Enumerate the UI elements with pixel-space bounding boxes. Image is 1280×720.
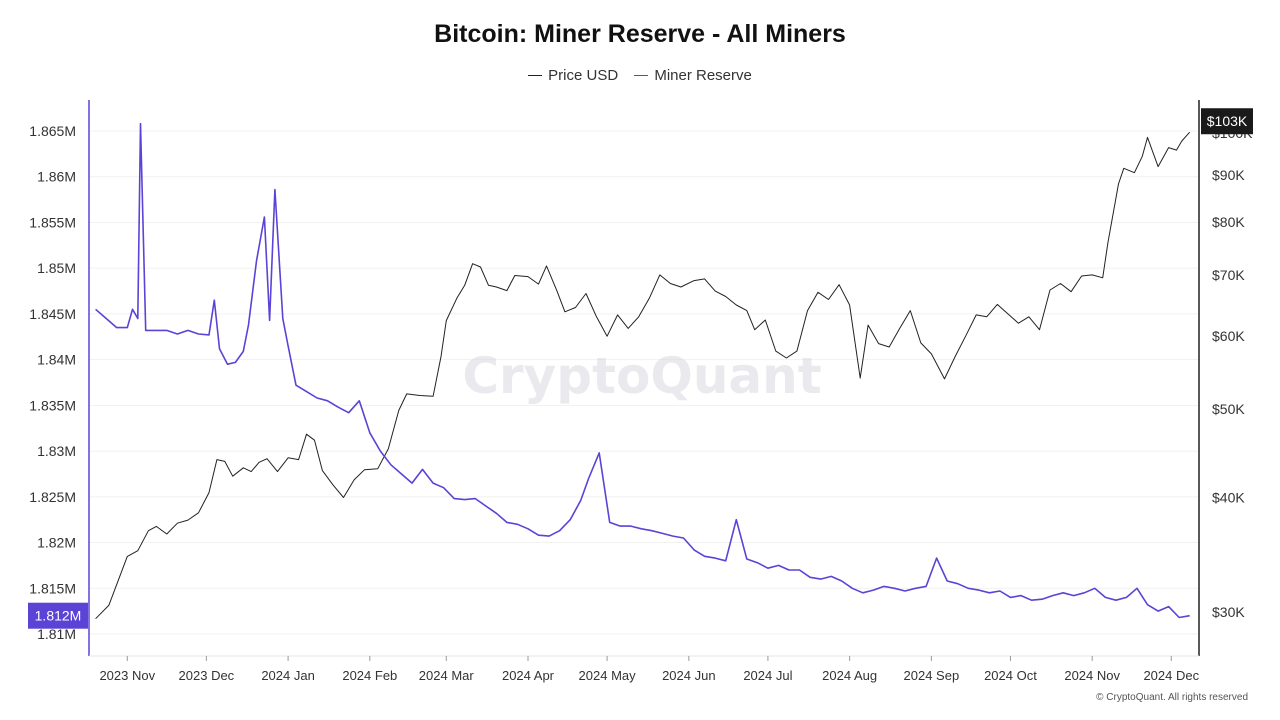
left-tick-label: 1.81M [37, 626, 76, 642]
x-tick-label: 2024 Mar [419, 668, 475, 683]
price-usd-line [95, 131, 1191, 620]
left-y-axis: 1.81M 1.815M 1.82M 1.825M 1.83M 1.835M 1.84M 1.… [29, 100, 90, 656]
left-tick-label: 1.83M [37, 443, 76, 459]
x-tick-label: 2024 Nov [1064, 668, 1120, 683]
left-tick-label: 1.815M [29, 580, 76, 596]
right-tick-label: $30K [1212, 604, 1245, 620]
right-tick-label: $80K [1212, 214, 1245, 230]
x-tick-label: 2023 Nov [99, 668, 155, 683]
left-tick-label: 1.865M [29, 123, 76, 139]
right-y-axis: $30K$40K$50K$60K$70K$80K$90K$100K [1198, 100, 1253, 656]
x-tick-label: 2024 Dec [1143, 668, 1199, 683]
x-tick-label: 2024 Jun [662, 668, 716, 683]
miner-reserve-line [95, 122, 1190, 619]
legend-swatch-miner-reserve [634, 75, 649, 76]
x-tick-label: 2024 Oct [984, 668, 1037, 683]
left-tick-label: 1.835M [29, 397, 76, 413]
left-tick-label: 1.84M [37, 352, 76, 368]
chart-title: Bitcoin: Miner Reserve - All Miners [434, 20, 846, 48]
legend-item-price[interactable]: Price USD [528, 67, 618, 84]
x-tick-label: 2024 Sep [904, 668, 960, 683]
series-lines [95, 122, 1191, 620]
right-tick-label: $60K [1212, 328, 1245, 344]
value-badges: 1.812M $103K [28, 108, 1253, 629]
x-tick-label: 2024 Feb [342, 668, 397, 683]
x-tick-label: 2024 Aug [822, 668, 877, 683]
x-tick-label: 2024 May [579, 668, 637, 683]
left-tick-label: 1.825M [29, 489, 76, 505]
left-tick-label: 1.855M [29, 214, 76, 230]
x-tick-label: 2024 Jul [743, 668, 792, 683]
right-tick-label: $70K [1212, 267, 1245, 283]
legend-label-miner-reserve: Miner Reserve [654, 67, 752, 84]
x-axis: 2023 Nov 2023 Dec 2024 Jan 2024 Feb 2024 Mar… [89, 655, 1200, 683]
miner-reserve-badge-label: 1.812M [35, 608, 82, 624]
x-tick-label: 2024 Jan [261, 668, 315, 683]
left-tick-label: 1.86M [37, 169, 76, 185]
legend-swatch-price [528, 75, 543, 76]
legend-label-price: Price USD [548, 67, 619, 84]
price-badge [1201, 108, 1253, 135]
left-tick-label: 1.82M [37, 535, 76, 551]
miner-reserve-badge [28, 602, 88, 629]
right-tick-label: $90K [1212, 167, 1245, 183]
legend-item-miner-reserve[interactable]: Miner Reserve [634, 67, 752, 84]
left-tick-label: 1.845M [29, 306, 76, 322]
chart-legend: Price USD Miner Reserve [0, 63, 1280, 84]
right-tick-label: $40K [1212, 490, 1245, 506]
watermark: CryptoQuant [462, 347, 821, 405]
left-tick-label: 1.85M [37, 260, 76, 276]
x-tick-label: 2024 Apr [502, 668, 555, 683]
price-badge-label: $103K [1207, 113, 1248, 129]
x-tick-label: 2023 Dec [179, 668, 235, 683]
copyright-notice: © CryptoQuant. All rights reserved [1096, 692, 1248, 703]
gridlines [89, 130, 1199, 635]
right-tick-label: $50K [1212, 401, 1245, 417]
